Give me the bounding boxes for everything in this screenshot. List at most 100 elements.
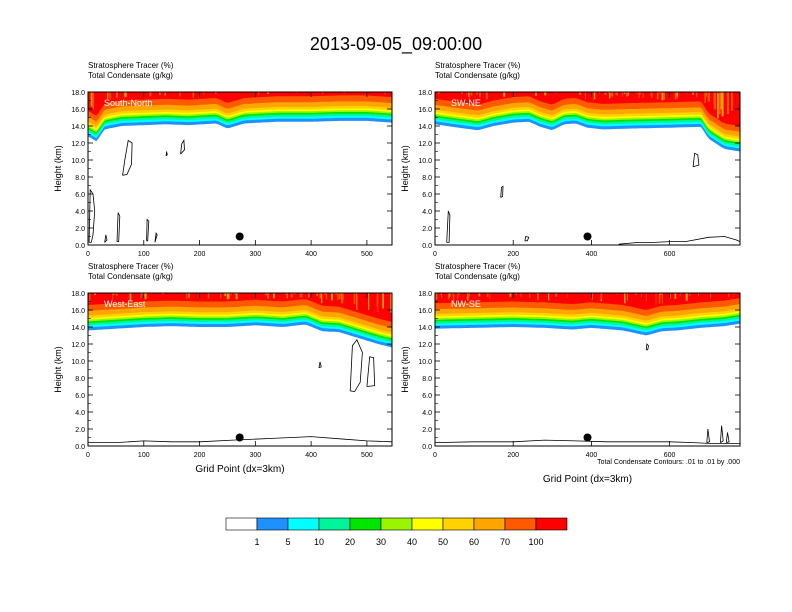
tracer-streak [159, 92, 161, 95]
tracer-streak [611, 92, 613, 97]
y-tick-label: 10.0 [71, 359, 85, 366]
tracer-streak [486, 293, 489, 297]
tracer-streak [580, 92, 582, 95]
tracer-streak [343, 92, 345, 94]
tracer-streak [449, 293, 451, 297]
tracer-streak [726, 92, 729, 115]
tracer-streak [720, 92, 722, 110]
y-tick-label: 4.0 [422, 209, 432, 216]
x-tick-label: 200 [507, 251, 519, 258]
tracer-streak [566, 293, 568, 298]
colorbar-label: 10 [314, 537, 324, 547]
tracer-streak [661, 293, 663, 304]
tracer-streak [188, 293, 190, 298]
tracer-streak [476, 92, 478, 95]
tracer-streak [537, 293, 539, 301]
condensate-contour [618, 236, 740, 245]
tracer-streak [203, 92, 205, 95]
tracer-streak [341, 293, 344, 301]
tracer-band [88, 92, 392, 116]
y-tick-label: 14.0 [418, 325, 432, 332]
y-tick-label: 8.0 [75, 376, 85, 383]
location-marker [235, 232, 244, 241]
tracer-streak [308, 293, 310, 298]
y-tick-label: 16.0 [71, 308, 85, 315]
tracer-streak [227, 293, 230, 299]
tracer-streak [186, 293, 188, 299]
y-tick-label: 12.0 [418, 141, 432, 148]
tracer-streak [623, 92, 626, 95]
y-axis-label: Height (km) [400, 145, 410, 192]
tracer-streak [645, 293, 647, 302]
y-tick-label: 16.0 [418, 308, 432, 315]
tracer-streak [377, 293, 379, 313]
tracer-streak [674, 92, 677, 100]
y-tick-label: 4.0 [75, 410, 85, 417]
x-tick-label: 500 [361, 251, 373, 258]
condensate-contour [446, 210, 451, 243]
tracer-streak [520, 293, 522, 297]
tracer-streak [642, 92, 644, 98]
y-tick-label: 14.0 [418, 124, 432, 131]
tracer-streak [585, 92, 586, 100]
tracer-streak [90, 92, 93, 107]
tracer-streak [368, 293, 370, 310]
panel-west-east: 0.0 2.0 4.0 6.0 8.0 10.0 12.0 14.0 16.0 18.0 0 100 2… [53, 262, 393, 475]
tracer-streak [719, 92, 721, 115]
tracer-streak [89, 293, 91, 303]
condensate-contour [154, 231, 158, 243]
tracer-streak [107, 92, 109, 99]
tracer-streak [441, 293, 443, 298]
y-tick-label: 10.0 [71, 158, 85, 165]
y-tick-label: 10.0 [418, 359, 432, 366]
tracer-streak [258, 92, 259, 95]
panel-label: SW-NE [451, 98, 481, 108]
x-tick-label: 400 [586, 452, 598, 459]
header-line1: Stratosphere Tracer (%) [88, 61, 174, 70]
tracer-streak [707, 92, 710, 102]
tracer-streak [356, 293, 358, 311]
tracer-streak [144, 293, 147, 298]
tracer-streak [331, 293, 333, 300]
y-axis-label: Height (km) [400, 346, 410, 393]
location-marker [583, 433, 592, 442]
tracer-streak [689, 293, 691, 296]
x-tick-label: 400 [305, 251, 317, 258]
header-line2: Total Condensate (g/kg) [435, 272, 520, 281]
tracer-streak [390, 293, 392, 313]
header-line2: Total Condensate (g/kg) [88, 71, 173, 80]
tracer-streak [267, 92, 269, 94]
y-tick-label: 0.0 [75, 444, 85, 451]
tracer-streak [594, 92, 596, 100]
tracer-streak [660, 293, 662, 295]
y-tick-label: 2.0 [422, 226, 432, 233]
tracer-streak [641, 293, 642, 298]
tracer-streak [674, 293, 677, 299]
panel-south-north: 0.0 2.0 4.0 6.0 8.0 10.0 12.0 14.0 16.0 18.0 0 100 2… [53, 61, 393, 258]
x-tick-label: 0 [433, 452, 437, 459]
tracer-streak [515, 293, 517, 295]
tracer-streak [485, 92, 488, 99]
tracer-streak [467, 293, 469, 301]
y-tick-label: 6.0 [422, 192, 432, 199]
tracer-streak [675, 92, 677, 95]
tracer-streak [179, 92, 181, 97]
tracer-streak [591, 293, 593, 301]
colorbar-label: 5 [285, 537, 290, 547]
x-tick-label: 500 [361, 452, 373, 459]
y-tick-label: 12.0 [418, 342, 432, 349]
y-tick-label: 2.0 [75, 427, 85, 434]
colorbar-label: 100 [528, 537, 543, 547]
condensate-contour [692, 152, 700, 168]
tracer-streak [234, 293, 236, 295]
condensate-contour [88, 436, 392, 444]
y-tick-label: 14.0 [71, 325, 85, 332]
tracer-streak [639, 92, 641, 95]
colorbar-swatch [380, 517, 413, 531]
y-axis-label: Height (km) [53, 145, 63, 192]
tracer-streak [704, 92, 706, 103]
x-tick-label: 100 [138, 251, 150, 258]
tracer-streak [696, 92, 698, 98]
tracer-streak [337, 293, 339, 301]
